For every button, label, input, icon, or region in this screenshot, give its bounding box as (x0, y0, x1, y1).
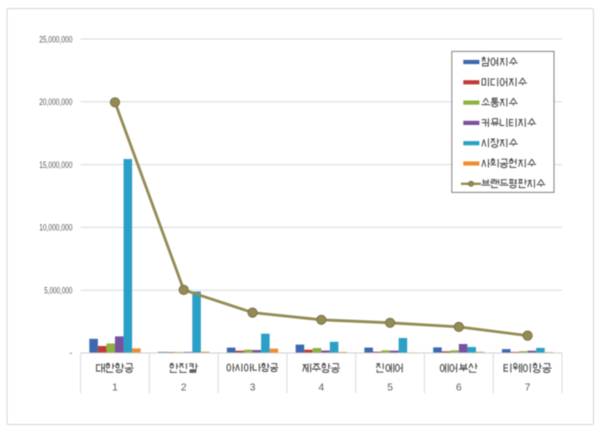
svg-text:10,000,000: 10,000,000 (39, 223, 72, 233)
svg-text:4: 4 (318, 383, 324, 394)
svg-text:5: 5 (387, 383, 393, 394)
svg-text:5,000,000: 5,000,000 (44, 286, 72, 296)
svg-text:7: 7 (525, 383, 531, 394)
svg-text:3: 3 (250, 383, 256, 394)
svg-text:20,000,000: 20,000,000 (39, 97, 72, 107)
svg-text:6: 6 (456, 383, 462, 394)
svg-text:1: 1 (112, 383, 118, 394)
svg-text:-: - (69, 348, 72, 358)
svg-text:15,000,000: 15,000,000 (39, 160, 72, 170)
svg-text:2: 2 (181, 383, 187, 394)
svg-text:25,000,000: 25,000,000 (39, 34, 72, 44)
